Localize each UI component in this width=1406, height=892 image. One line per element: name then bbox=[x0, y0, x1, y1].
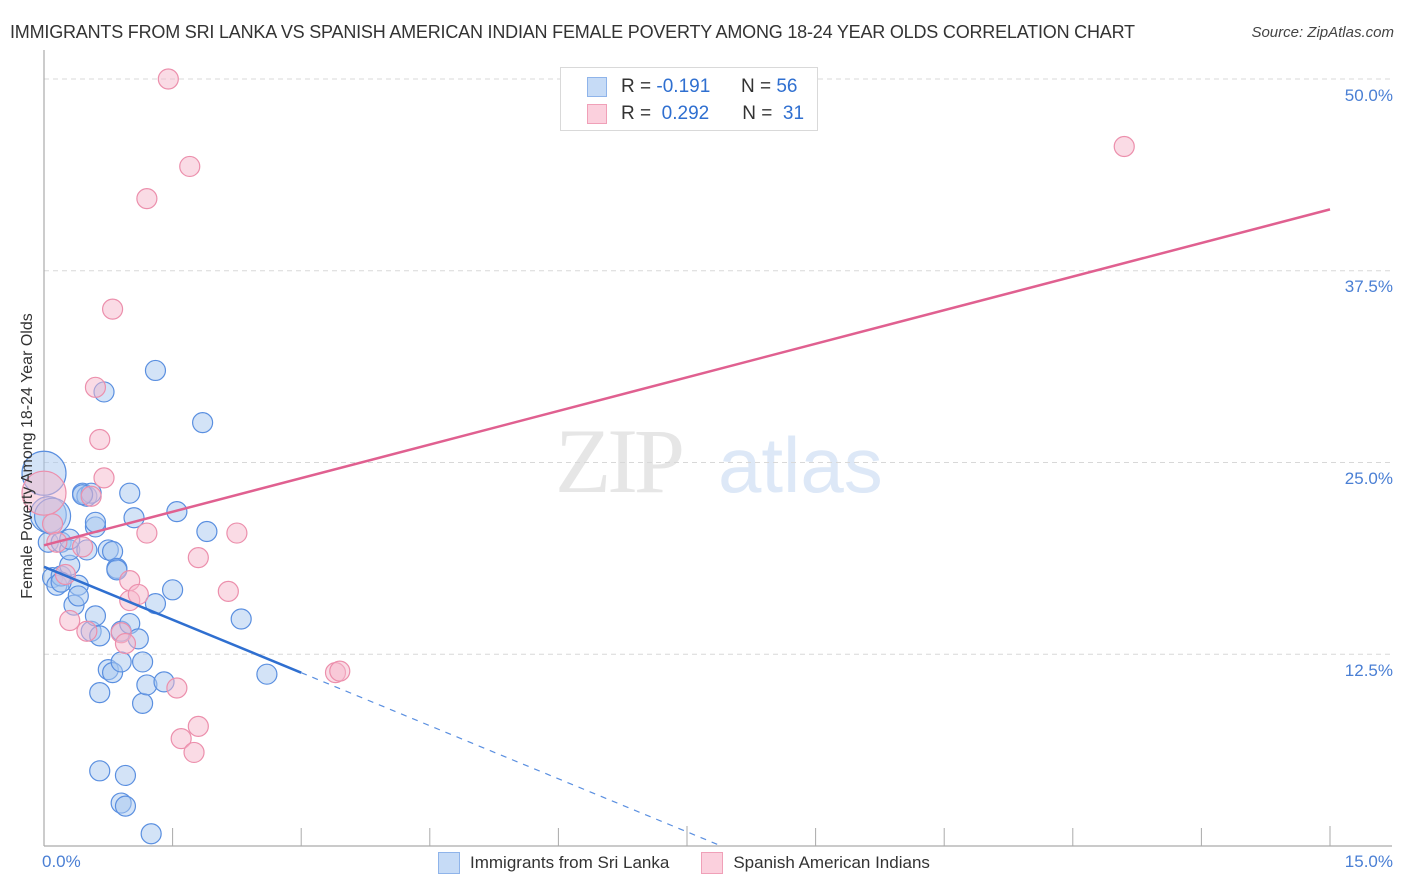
data-point bbox=[187, 547, 209, 569]
n-value: 56 bbox=[776, 76, 798, 97]
y-tick-25: 25.0% bbox=[1344, 469, 1393, 488]
blue-swatch-icon bbox=[587, 77, 607, 97]
data-point bbox=[71, 536, 94, 558]
data-point bbox=[110, 651, 132, 673]
data-point bbox=[114, 632, 137, 655]
y-tick-50: 50.0% bbox=[1344, 86, 1393, 105]
data-point bbox=[80, 485, 102, 507]
legend-row-spanish-american-indians: R = 0.292 N = 31 bbox=[587, 102, 804, 126]
legend-label-sri-lanka: Immigrants from Sri Lanka bbox=[470, 853, 670, 872]
legend-row-sri-lanka: R = -0.191 N = 56 bbox=[587, 75, 797, 99]
y-tick-12-5: 12.5% bbox=[1344, 661, 1393, 680]
data-point bbox=[89, 428, 111, 451]
x-tick-15: 15.0% bbox=[1344, 852, 1393, 871]
trend-line-sri-lanka bbox=[43, 565, 302, 674]
data-point bbox=[170, 728, 192, 750]
n-label: N = bbox=[742, 103, 773, 124]
pink-swatch-icon bbox=[587, 104, 607, 124]
data-point bbox=[166, 677, 188, 699]
data-point bbox=[136, 188, 158, 210]
data-point bbox=[187, 715, 209, 737]
gridlines bbox=[44, 78, 1392, 655]
data-point bbox=[131, 651, 154, 673]
data-point bbox=[179, 155, 201, 178]
data-point bbox=[144, 359, 167, 382]
trend-line-sri-lanka-extension bbox=[300, 672, 722, 847]
data-point bbox=[329, 660, 351, 682]
y-tick-37-5: 37.5% bbox=[1344, 277, 1393, 296]
data-point bbox=[114, 795, 137, 817]
r-label: R = bbox=[621, 103, 652, 124]
data-point bbox=[119, 482, 141, 504]
trend-lines bbox=[43, 208, 1331, 847]
data-point bbox=[1113, 135, 1135, 158]
r-value: 0.292 bbox=[661, 103, 710, 124]
y-axis-label: Female Poverty Among 18-24 Year Olds bbox=[19, 313, 36, 599]
data-point bbox=[76, 620, 98, 642]
legend-label-spanish-american-indians: Spanish American Indians bbox=[733, 853, 930, 872]
data-point bbox=[192, 412, 214, 434]
series-spanish-american-indians-points bbox=[21, 68, 1135, 764]
data-point bbox=[59, 609, 81, 632]
blue-swatch-icon bbox=[438, 852, 460, 874]
data-point bbox=[89, 681, 111, 704]
data-point bbox=[93, 467, 115, 489]
r-value: -0.191 bbox=[656, 76, 711, 97]
data-point bbox=[183, 741, 205, 764]
data-point bbox=[84, 376, 107, 398]
data-point bbox=[196, 520, 218, 543]
data-point bbox=[217, 580, 239, 602]
pink-swatch-icon bbox=[701, 852, 724, 874]
correlation-legend: R = -0.191 N = 56 R = 0.292 N = 31 bbox=[560, 67, 818, 131]
trend-line-spanish-american-indians bbox=[43, 208, 1331, 547]
chart-title: IMMIGRANTS FROM SRI LANKA VS SPANISH AME… bbox=[10, 22, 1135, 42]
axes bbox=[43, 50, 1392, 847]
data-point bbox=[256, 663, 278, 685]
r-label: R = bbox=[621, 76, 652, 97]
n-label: N = bbox=[740, 76, 772, 97]
data-point bbox=[67, 585, 89, 607]
data-point bbox=[101, 298, 124, 320]
data-point bbox=[89, 760, 111, 782]
x-tick-0: 0.0% bbox=[42, 852, 81, 871]
source-label: Source: ZipAtlas.com bbox=[1251, 24, 1394, 41]
n-value: 31 bbox=[782, 103, 805, 124]
data-point bbox=[114, 764, 137, 787]
data-point bbox=[226, 522, 248, 544]
watermark-atlas: atlas bbox=[718, 421, 883, 509]
data-point bbox=[131, 692, 154, 714]
series-legend: Immigrants from Sri Lanka Spanish Americ… bbox=[438, 852, 930, 874]
data-point bbox=[162, 579, 184, 601]
data-point bbox=[157, 68, 179, 90]
data-point bbox=[136, 674, 158, 696]
data-point bbox=[21, 470, 67, 516]
data-point bbox=[136, 522, 158, 544]
series-sri-lanka-points bbox=[21, 359, 278, 845]
data-point bbox=[230, 608, 252, 630]
data-point bbox=[140, 823, 162, 845]
data-point bbox=[41, 513, 64, 535]
watermark-zip: ZIP bbox=[555, 410, 685, 512]
